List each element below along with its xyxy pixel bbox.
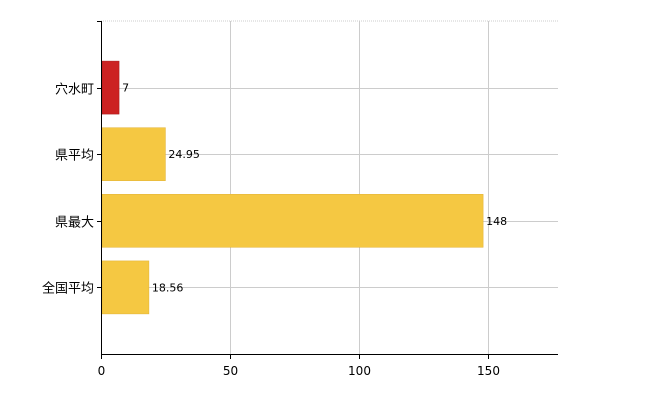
bars	[101, 60, 484, 315]
grid-lines	[101, 20, 558, 354]
x-tick-label: 0	[98, 364, 106, 378]
category-label: 全国平均	[42, 281, 94, 297]
axes	[97, 21, 558, 359]
x-tick-label: 50	[223, 364, 238, 378]
x-tick-label: 100	[348, 364, 371, 378]
x-tick-label: 150	[477, 364, 500, 378]
bar	[101, 194, 484, 248]
category-label: 県平均	[55, 149, 94, 164]
category-label: 県最大	[55, 216, 94, 231]
category-label: 穴水町	[55, 83, 94, 98]
data-label: 148	[486, 215, 507, 228]
data-label: 7	[122, 82, 129, 95]
bar	[101, 127, 166, 181]
data-label: 18.56	[152, 281, 184, 294]
bar	[101, 60, 120, 115]
bar	[101, 260, 150, 315]
data-label: 24.95	[168, 148, 200, 161]
